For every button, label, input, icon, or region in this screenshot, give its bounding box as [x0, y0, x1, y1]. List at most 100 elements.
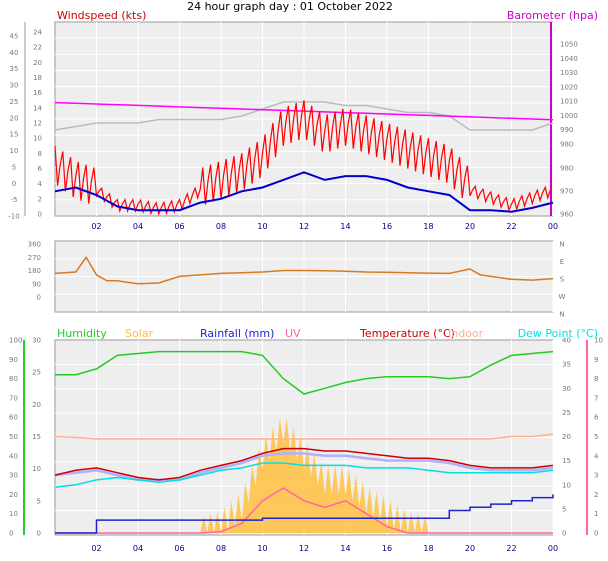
chart-title: 24 hour graph day : 01 October 2022 — [187, 0, 393, 13]
temperature-tick: 0 — [562, 530, 566, 538]
barometer-tick: 1010 — [560, 98, 578, 106]
temp-x-tick: 10 — [257, 544, 267, 553]
humidity-tick: 40 — [9, 452, 18, 460]
humidity-label: Humidity — [57, 327, 107, 340]
windspeed-tick: 10 — [33, 135, 42, 143]
temp-x-tick: 06 — [174, 544, 184, 553]
rainfall-mm-tick: 25 — [32, 369, 41, 377]
uv-tick: 6 — [594, 414, 599, 422]
humidity-tick: 20 — [9, 491, 18, 499]
windspeed-tick: 12 — [33, 120, 42, 128]
temp-x-tick: 14 — [340, 544, 350, 553]
windspeed-tick: 2 — [38, 195, 42, 203]
uv-tick: 10 — [594, 337, 603, 345]
uv-tick: 8 — [594, 375, 598, 383]
wind-left-tick: 10 — [10, 147, 19, 155]
barometer-line — [54, 101, 554, 121]
temperature-tick: 15 — [562, 457, 571, 465]
windspeed-tick: 0 — [38, 211, 42, 219]
humidity-tick: 30 — [9, 472, 18, 480]
direction-deg-tick: 90 — [32, 280, 41, 288]
rainfall-mm-tick: 30 — [32, 337, 41, 345]
uv-tick: 5 — [594, 433, 598, 441]
barometer-tick: 1040 — [560, 55, 578, 63]
dewpoint-line — [54, 462, 554, 488]
direction-compass-tick: N — [559, 311, 564, 319]
indoor-label: Indoor — [448, 327, 484, 340]
uv-tick: 9 — [594, 356, 598, 364]
temp-x-tick: 20 — [465, 544, 475, 553]
barometer-tick: 1000 — [560, 112, 578, 120]
humidity-line — [55, 350, 554, 395]
uv-tick: 4 — [594, 452, 599, 460]
wind-x-tick: 20 — [465, 222, 475, 231]
windspeed-tick: 14 — [33, 104, 42, 112]
uv-tick: 0 — [594, 530, 598, 538]
dewpoint-label: Dew Point (°C) — [518, 327, 598, 340]
rainfall-mm-tick: 20 — [32, 401, 41, 409]
windspeed-tick: 24 — [33, 29, 42, 37]
humidity-tick: 70 — [9, 394, 18, 402]
temp-x-tick: 12 — [299, 544, 309, 553]
humidity-tick: 90 — [9, 356, 18, 364]
wind-left-tick: -10 — [8, 213, 19, 221]
humidity-tick: 50 — [9, 433, 18, 441]
humidity-tick: 100 — [9, 337, 22, 345]
direction-compass-tick: N — [559, 241, 564, 249]
barometer-tick: 990 — [560, 126, 573, 134]
wind-x-tick: 00 — [548, 222, 558, 231]
temp-x-tick: 08 — [216, 544, 226, 553]
windspeed-tick: 6 — [38, 165, 43, 173]
temp-x-tick: 16 — [382, 544, 392, 553]
humidity-tick: 0 — [9, 530, 13, 538]
direction-compass-tick: W — [559, 293, 566, 301]
barometer-tick: 980 — [560, 141, 573, 149]
temperature-tick: 25 — [562, 409, 571, 417]
direction-deg-tick: 360 — [28, 241, 41, 249]
wind-x-tick: 12 — [299, 222, 309, 231]
rainfall-line — [55, 494, 554, 534]
indoor-line — [54, 433, 554, 440]
wind-left-tick: 15 — [10, 131, 19, 139]
wind-x-tick: 16 — [382, 222, 392, 231]
wind-left-tick: 20 — [10, 114, 19, 122]
uv-label: UV — [285, 327, 301, 340]
gust-line — [54, 100, 551, 217]
solar-area — [55, 418, 553, 533]
windspeed-tick: 22 — [33, 44, 42, 52]
temperature-tick: 30 — [562, 385, 571, 393]
temperature-tick: 35 — [562, 361, 571, 369]
rainfall-mm-tick: 10 — [32, 465, 41, 473]
wind-x-tick: 06 — [174, 222, 184, 231]
temp-x-tick: 00 — [548, 544, 558, 553]
uv-tick: 2 — [594, 491, 598, 499]
barometer-tick: 1030 — [560, 69, 578, 77]
wind-x-tick: 04 — [133, 222, 143, 231]
solar-label: Solar — [125, 327, 154, 340]
uv-tick: 3 — [594, 472, 598, 480]
rainfall-label: Rainfall (mm) — [200, 327, 274, 340]
wind-left-tick: 25 — [10, 98, 19, 106]
temperature-line — [54, 447, 554, 481]
wind-left-tick: 5 — [12, 163, 16, 171]
wind-left-tick: 0 — [12, 180, 16, 188]
windspeed-tick: 8 — [38, 150, 42, 158]
rainfall-mm-tick: 15 — [32, 433, 41, 441]
wind-x-tick: 08 — [216, 222, 226, 231]
temperature-tick: 20 — [562, 433, 571, 441]
humidity-tick: 10 — [9, 510, 18, 518]
avg-wind-line — [54, 171, 554, 213]
windspeed-tick: 16 — [33, 89, 42, 97]
rainfall-mm-tick: 0 — [37, 530, 41, 538]
temperature-tick: 10 — [562, 481, 571, 489]
wind-x-tick: 02 — [91, 222, 101, 231]
wind-x-tick: 18 — [423, 222, 433, 231]
temperature-tick: 40 — [562, 337, 571, 345]
barometer-minor-tick: 970 — [560, 188, 573, 196]
barometer-tick: 1020 — [560, 83, 578, 91]
temp-x-tick: 18 — [423, 544, 433, 553]
barometer-minor-tick: 980 — [560, 165, 573, 173]
humidity-tick: 80 — [9, 375, 18, 383]
wind-x-tick: 14 — [340, 222, 350, 231]
wind-left-tick: -5 — [11, 196, 18, 204]
